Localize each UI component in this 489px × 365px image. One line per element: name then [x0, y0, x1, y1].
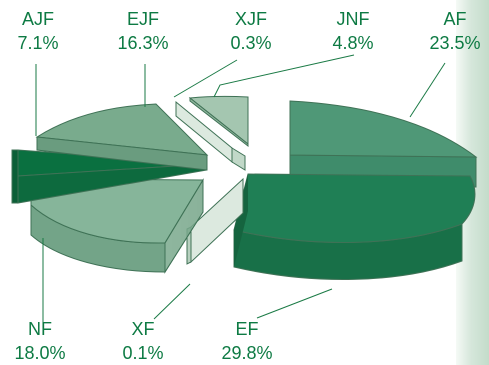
- slice-ejf-front: [36, 136, 208, 171]
- label-jnf-name: JNF: [337, 9, 370, 29]
- slice-af-top: [289, 100, 478, 158]
- leader-line-jnf: [213, 54, 355, 98]
- label-nf-value: 18.0%: [14, 343, 65, 363]
- slice-af: [289, 100, 478, 188]
- slice-nf: [30, 178, 204, 274]
- label-af-value: 23.5%: [429, 33, 480, 53]
- leader-line-ef: [256, 288, 333, 319]
- leader-line-af: [409, 62, 446, 118]
- slice-xjf-side: [231, 147, 246, 171]
- slice-xf: [186, 177, 244, 265]
- slice-ef-top: [233, 173, 476, 243]
- label-xjf-value: 0.3%: [230, 33, 271, 53]
- slice-nf-inner-face-base: [164, 178, 204, 274]
- label-jnf: JNF 4.8%: [332, 9, 373, 53]
- label-ajf-name: AJF: [22, 9, 54, 29]
- label-xjf-name: XJF: [235, 9, 267, 29]
- label-xf-value: 0.1%: [122, 343, 163, 363]
- label-af-name: AF: [443, 9, 466, 29]
- slice-jnf-face: [189, 96, 249, 148]
- label-ajf: AJF 7.1%: [17, 9, 58, 53]
- label-xf: XF 0.1%: [122, 319, 163, 363]
- slice-ajf-side: [11, 149, 19, 204]
- leader-line-xjf: [173, 59, 238, 98]
- label-xjf: XJF 0.3%: [230, 9, 271, 53]
- slice-ejf: [35, 103, 209, 171]
- slice-ejf-top: [35, 103, 209, 156]
- label-ejf: EJF 16.3%: [117, 9, 168, 53]
- label-jnf-value: 4.8%: [332, 33, 373, 53]
- label-ajf-value: 7.1%: [17, 33, 58, 53]
- label-ef: EF 29.8%: [221, 319, 272, 363]
- label-xf-name: XF: [131, 319, 154, 339]
- label-ejf-name: EJF: [127, 9, 159, 29]
- slice-ef-side-shade: [234, 174, 248, 267]
- label-nf: NF 18.0%: [14, 319, 65, 363]
- leader-line-xf: [153, 283, 191, 320]
- slice-ef: [233, 173, 476, 280]
- label-ef-value: 29.8%: [221, 343, 272, 363]
- label-ejf-value: 16.3%: [117, 33, 168, 53]
- label-af: AF 23.5%: [429, 9, 480, 53]
- slice-jnf: [188, 95, 249, 148]
- label-ef-name: EF: [235, 319, 258, 339]
- label-nf-name: NF: [28, 319, 52, 339]
- slice-xjf: [175, 100, 246, 171]
